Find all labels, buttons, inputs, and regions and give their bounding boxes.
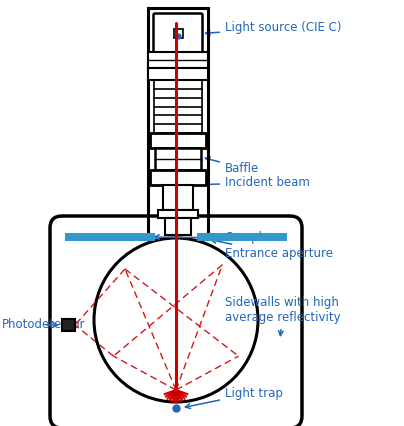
Bar: [155, 148, 201, 170]
FancyBboxPatch shape: [50, 216, 302, 426]
Bar: [158, 210, 198, 218]
Text: Sidewalls with high
average reflectivity: Sidewalls with high average reflectivity: [225, 296, 341, 336]
FancyBboxPatch shape: [154, 14, 202, 54]
Bar: [150, 170, 206, 185]
Bar: [65, 233, 155, 241]
Bar: [165, 218, 191, 235]
Text: Incident beam: Incident beam: [183, 176, 310, 190]
Text: Sample: Sample: [154, 231, 269, 245]
Text: Light source (CIE C): Light source (CIE C): [206, 21, 341, 35]
Bar: [163, 185, 193, 210]
Text: Light trap: Light trap: [185, 386, 283, 409]
Bar: [148, 68, 208, 80]
Bar: [62, 319, 75, 331]
Text: Baffle: Baffle: [205, 157, 259, 175]
Bar: [148, 52, 208, 68]
Text: Entrance aperture: Entrance aperture: [211, 239, 333, 261]
Bar: [150, 133, 206, 148]
Bar: [197, 233, 287, 241]
Bar: [173, 29, 183, 38]
Text: Photodetector: Photodetector: [2, 319, 86, 331]
